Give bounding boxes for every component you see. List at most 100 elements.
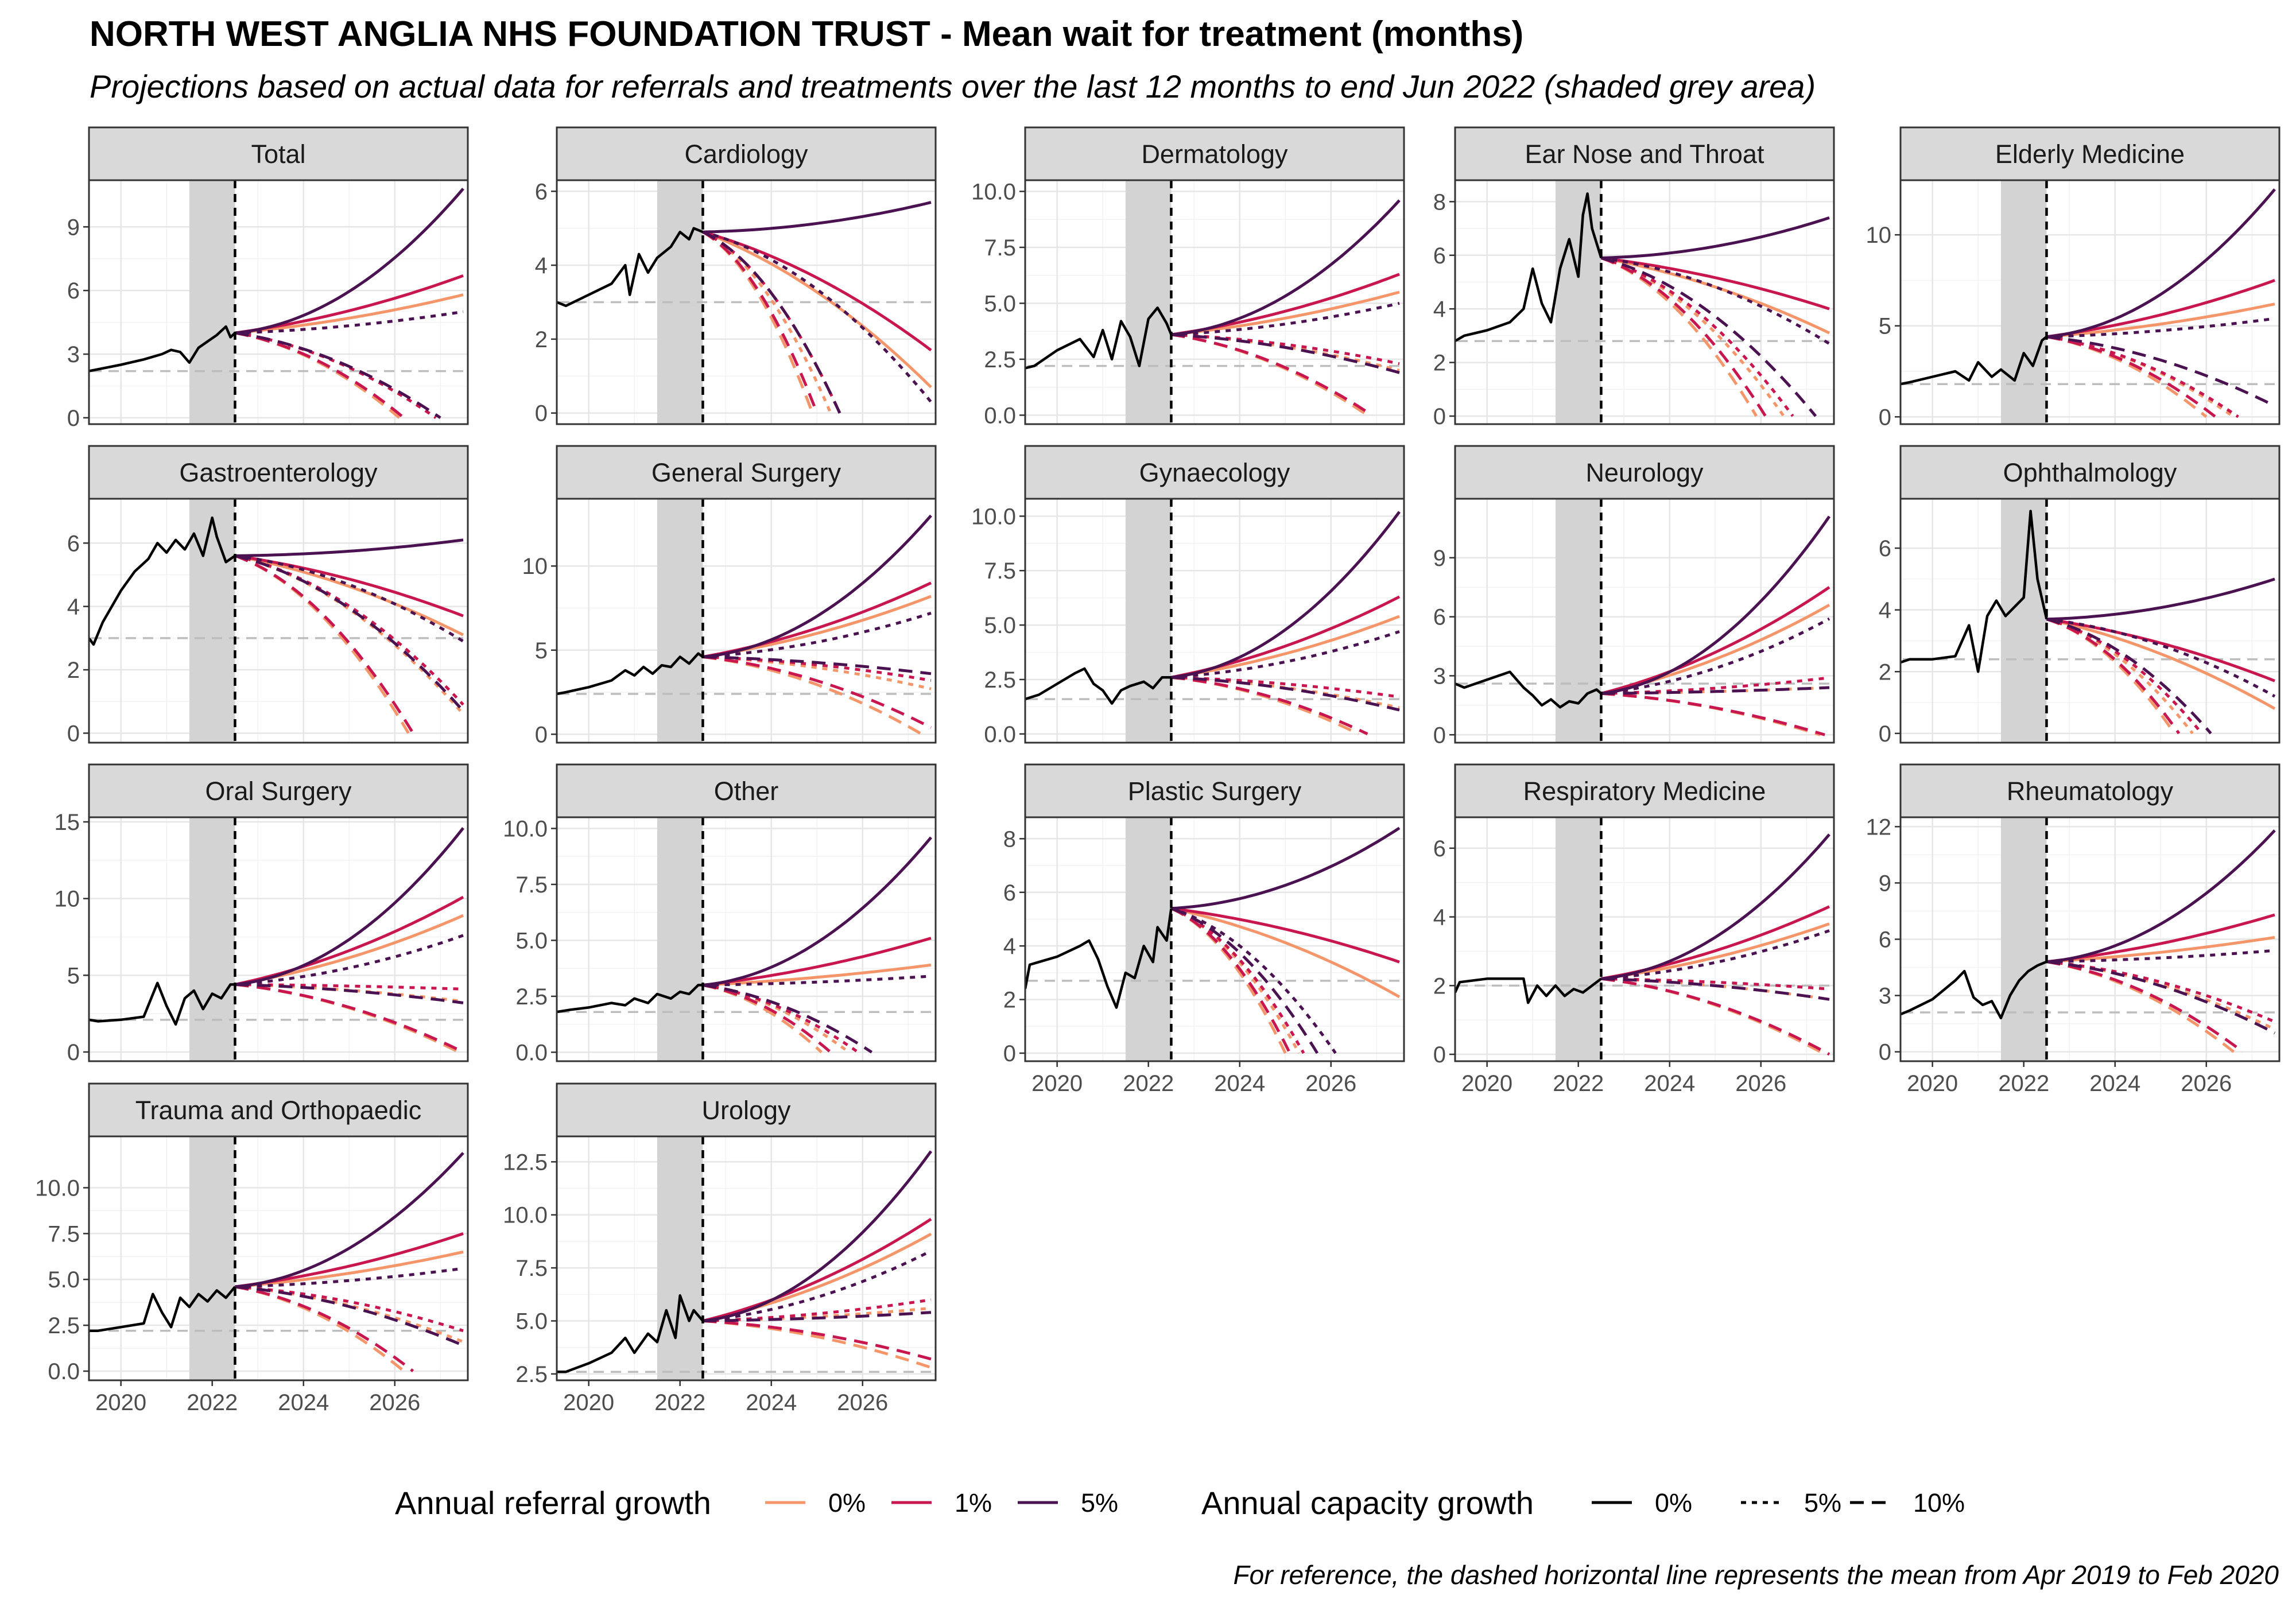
shaded-period-general-surgery [657,499,703,743]
y-tick-label: 0.0 [984,403,1016,428]
series-referral-5-capacity-5-other [703,975,932,987]
shaded-period-ear-nose-and-throat [1555,180,1601,424]
y-tick-label: 0 [1433,404,1446,429]
y-tick-label: 5 [67,963,80,988]
y-tick-label: 8 [1003,826,1016,852]
panel-border-gastroenterology [88,498,469,744]
series-referral-0-capacity-0-elderly-medicine [2046,302,2275,339]
series-referral-5-capacity-0-ear-nose-and-throat [1601,216,1830,259]
panel-border-ear-nose-and-throat [1454,179,1835,425]
series-referral-5-capacity-10-dermatology [1171,333,1400,374]
plot-area-plastic-surgery [1025,817,1404,1061]
shaded-period-urology [657,1136,703,1380]
series-referral-5-capacity-10-cardiology [702,230,841,414]
panel-gastroenterology: Gastroenterology 0 2 4 6 [67,445,469,746]
series-referral-1-capacity-0-ear-nose-and-throat [1601,256,1830,310]
x-tick-label: 2026 [369,1390,420,1415]
shaded-period-gynaecology [1125,499,1172,743]
series-referral-0-capacity-0-dermatology [1171,290,1400,336]
shaded-period-dermatology [1125,180,1172,424]
series-referral-0-capacity-10-urology [703,1319,932,1369]
series-referral-5-capacity-5-cardiology [702,230,932,403]
strip-neurology [1454,445,1835,500]
y-tick-label: 10 [522,554,548,579]
plot-area-gastroenterology [89,499,468,743]
series-referral-0-capacity-0-rheumatology [2046,936,2275,964]
shaded-period-oral-surgery [189,817,235,1061]
series-referral-1-capacity-0-ophthalmology [2046,618,2275,682]
series-actual-rheumatology [1901,960,2047,1020]
chart-subtitle: Projections based on actual data for ref… [90,68,1816,104]
y-tick-label: 4 [535,253,548,278]
panel-border-total [88,179,469,425]
y-tick-label: 5.0 [984,613,1016,638]
panel-rheumatology: Rheumatology 0 3 6 9 12 2020 2022 2024 2026 [1866,763,2281,1096]
panel-oral-surgery: Oral Surgery 0 5 10 15 [55,763,469,1065]
series-referral-5-capacity-10-gynaecology [1171,676,1400,712]
panel-trauma-and-orthopaedic: Trauma and Orthopaedic 0.0 2.5 5.0 7.5 10.0 20… [35,1082,469,1415]
y-tick-label: 2.5 [984,667,1016,693]
series-referral-1-capacity-10-plastic-surgery [1170,907,1292,1054]
plot-bg-urology [557,1136,936,1380]
series-referral-5-capacity-5-ophthalmology [2046,618,2276,698]
shaded-period-gastroenterology [189,499,235,743]
series-referral-0-capacity-0-total [235,293,464,335]
y-tick-label: 4 [1003,934,1016,959]
y-tick-label: 0 [1879,405,1891,430]
panel-border-respiratory-medicine [1454,816,1835,1062]
panel-border-urology [556,1135,937,1381]
y-tick-label: 5.0 [515,1309,548,1334]
series-actual-ear-nose-and-throat [1455,192,1603,343]
shaded-period-other [657,817,703,1061]
panel-border-neurology [1454,498,1835,744]
plot-bg-gynaecology [1025,499,1404,743]
series-referral-5-capacity-10-gastroenterology [234,554,464,712]
series-referral-5-capacity-10-respiratory-medicine [1601,977,1830,1001]
y-tick-label: 2 [1003,988,1016,1013]
shaded-period-trauma-and-orthopaedic [189,1136,235,1380]
x-tick-label: 2026 [837,1390,888,1415]
x-tick-label: 2020 [1907,1071,1958,1096]
panel-plastic-surgery: Plastic Surgery 0 2 4 6 8 2020 2022 2024 2026 [1003,763,1405,1096]
legend: Annual referral growth 0% 1% 5% Annual capac… [395,1485,1965,1521]
x-tick-label: 2024 [1214,1071,1265,1096]
plot-area-urology [557,1136,936,1380]
panel-border-dermatology [1024,179,1405,425]
strip-label-gastroenterology: Gastroenterology [179,458,378,487]
y-tick-label: 2 [67,658,80,683]
shaded-period-ophthalmology [2000,499,2047,743]
strip-trauma-and-orthopaedic [88,1082,469,1138]
y-tick-label: 10.0 [503,1203,548,1228]
series-referral-1-capacity-0-cardiology [702,230,932,352]
series-referral-5-capacity-10-general-surgery [703,655,932,676]
series-actual-other [557,984,703,1014]
plot-bg-ear-nose-and-throat [1455,180,1834,424]
series-referral-1-capacity-0-gastroenterology [235,554,464,618]
series-referral-1-capacity-5-oral-surgery [235,983,464,991]
shaded-period-total [189,180,235,424]
series-referral-0-capacity-0-plastic-surgery [1170,907,1401,999]
plot-area-gynaecology [1025,499,1404,743]
series-referral-5-capacity-0-trauma-and-orthopaedic [235,1152,464,1288]
series-referral-0-capacity-0-ear-nose-and-throat [1601,256,1830,335]
y-tick-label: 10.0 [971,504,1016,529]
plot-area-rheumatology [1901,817,2279,1061]
series-referral-5-capacity-0-other [703,836,932,987]
x-tick-label: 2026 [1735,1071,1786,1096]
plot-area-neurology [1455,499,1834,743]
panel-ear-nose-and-throat: Ear Nose and Throat 0 2 4 6 8 [1433,126,1835,429]
strip-label-dermatology: Dermatology [1141,139,1288,169]
plot-bg-neurology [1455,499,1834,743]
y-tick-label: 0 [1003,1041,1016,1066]
legend-label-capacity-10: 10% [1913,1488,1965,1517]
panel-elderly-medicine: Elderly Medicine 0 5 10 [1866,126,2281,430]
series-referral-5-capacity-5-neurology [1601,617,1830,695]
y-tick-label: 10.0 [971,179,1016,204]
series-referral-5-capacity-0-cardiology [703,201,932,234]
series-referral-1-capacity-0-rheumatology [2046,913,2275,964]
series-referral-5-capacity-0-elderly-medicine [2046,188,2276,339]
series-referral-5-capacity-10-other [703,983,873,1054]
y-tick-label: 7.5 [515,1256,548,1281]
y-tick-label: 0.0 [48,1359,80,1384]
